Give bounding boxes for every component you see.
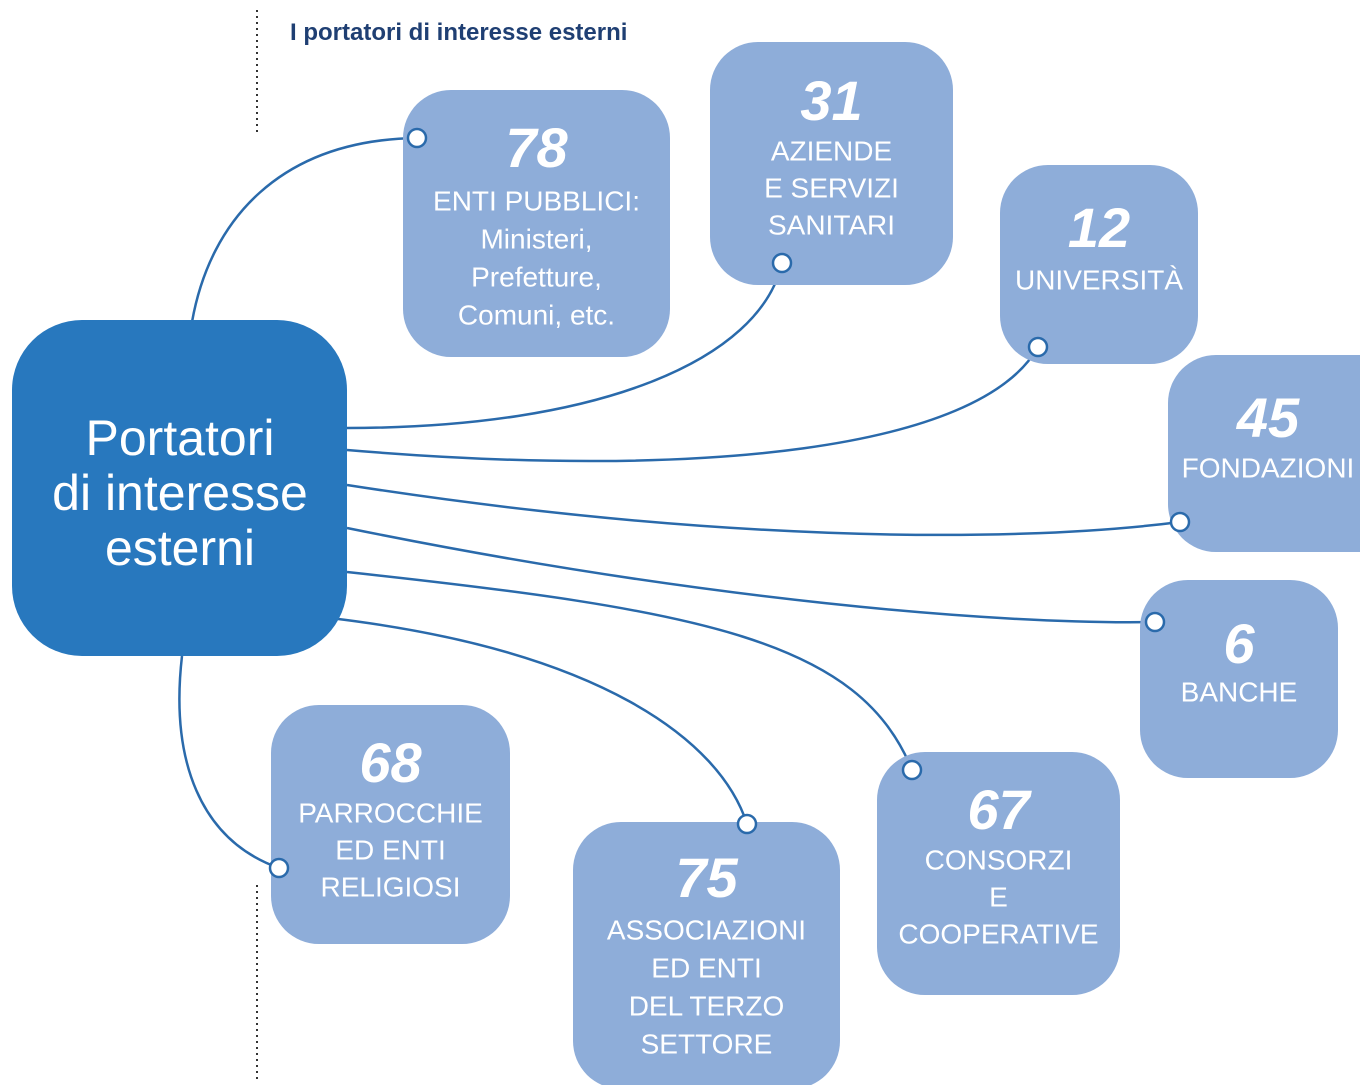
node-label: CONSORZI <box>925 844 1073 875</box>
node-box <box>573 822 840 1085</box>
node-count: 75 <box>675 846 738 909</box>
node-box <box>877 752 1120 995</box>
center-box <box>12 320 347 656</box>
node-box <box>1000 165 1198 364</box>
endpoint <box>406 127 428 149</box>
connector <box>346 346 1040 463</box>
node-label: Ministeri, <box>480 223 592 254</box>
node-label: PARROCCHIE <box>298 797 483 828</box>
connector <box>346 483 1181 537</box>
endpoint <box>736 813 758 835</box>
node-box <box>710 42 953 285</box>
title: I portatori di interesse esterni <box>290 19 627 46</box>
node-label: AZIENDE <box>771 135 892 166</box>
endpoint <box>901 759 923 781</box>
node-label: UNIVERSITÀ <box>1015 264 1183 295</box>
node-box <box>1140 580 1338 778</box>
node-label: Prefetture, <box>471 261 602 292</box>
connector <box>190 136 418 323</box>
node-count: 6 <box>1223 612 1255 675</box>
node-label: Comuni, etc. <box>458 299 615 330</box>
node-label: DEL TERZO <box>629 990 785 1021</box>
node-label: COOPERATIVE <box>898 918 1098 949</box>
endpoint <box>1144 611 1166 633</box>
node-label: BANCHE <box>1181 676 1298 707</box>
endpoint <box>1027 336 1049 358</box>
node-label: ENTI PUBBLICI: <box>433 185 640 216</box>
endpoint <box>268 857 290 879</box>
node-label: ED ENTI <box>651 952 761 983</box>
node-box <box>403 90 670 357</box>
node-box <box>1168 355 1360 552</box>
node-label: E <box>989 881 1008 912</box>
node-label: RELIGIOSI <box>320 871 460 902</box>
node-label: SETTORE <box>641 1028 773 1059</box>
node-label: FONDAZIONI <box>1182 452 1355 483</box>
endpoint <box>1169 511 1191 533</box>
node-box <box>271 705 510 944</box>
node-count: 67 <box>967 778 1032 841</box>
node-count: 78 <box>505 116 568 179</box>
nodes: 78 ENTI PUBBLICI: Ministeri, Prefetture, Com… <box>271 42 1360 1085</box>
connector <box>329 616 749 825</box>
node-label: ED ENTI <box>335 834 445 865</box>
endpoints <box>268 127 1191 879</box>
node-label: ASSOCIAZIONI <box>607 914 806 945</box>
node-count: 31 <box>800 69 862 132</box>
node-count: 68 <box>359 731 422 794</box>
center-label: esterni <box>105 520 255 576</box>
node-count: 12 <box>1068 196 1130 259</box>
node-label: SANITARI <box>768 209 895 240</box>
connector <box>346 570 914 771</box>
endpoint <box>771 252 793 274</box>
connectors <box>178 136 1181 870</box>
connector <box>346 526 1156 624</box>
node-count: 45 <box>1236 386 1300 449</box>
node-label: E SERVIZI <box>764 172 899 203</box>
center-label: di interesse <box>52 465 308 521</box>
connector <box>178 655 280 870</box>
center-label: Portatori <box>86 410 275 466</box>
connector <box>346 262 784 430</box>
